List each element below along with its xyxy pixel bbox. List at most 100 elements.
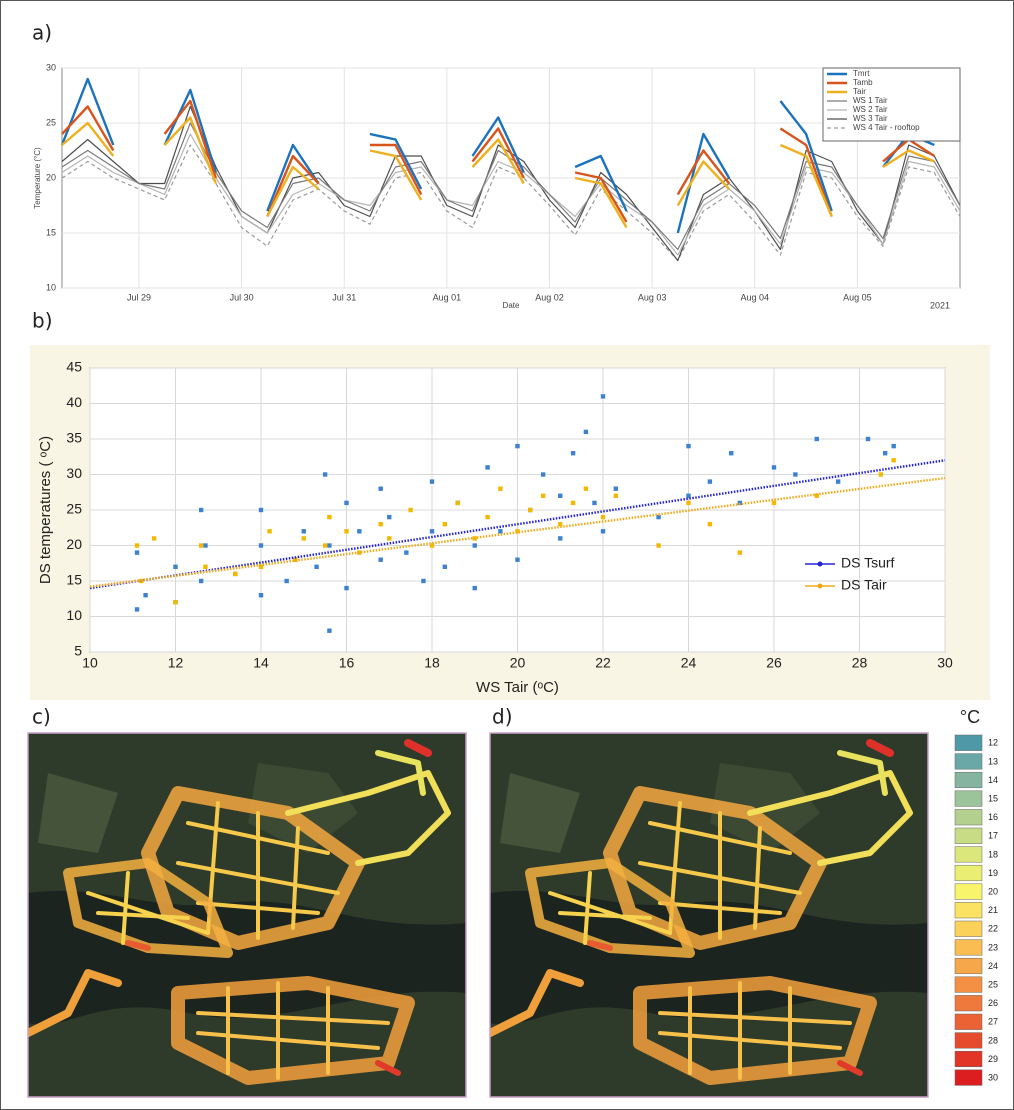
scatter-point [656,543,661,548]
scatter-point [203,564,208,569]
scatter-point [600,514,606,520]
colorbar-swatch [954,976,983,993]
colorbar-swatch [954,902,983,919]
x-tick-label: 28 [852,655,868,671]
x-tick-label: 22 [595,655,611,671]
scatter-point [540,472,546,477]
legend-box [822,67,961,142]
x-tick-label: 12 [168,655,184,671]
legend-label: WS 1 Tair [853,96,888,105]
x-tick-label: Aug 04 [740,292,769,302]
y-axis-title: Temperature (°C) [33,147,42,209]
scatter-point [600,394,606,399]
scatter-point [198,507,204,513]
x-axis-title: Date [503,301,520,310]
scatter-point [771,465,777,470]
scatter-point [408,507,413,513]
colorbar-swatch [954,809,983,826]
scatter-point [258,543,264,548]
scatter-point [498,486,503,491]
colorbar-swatch [954,1032,983,1049]
colorbar-label: 20 [988,886,998,896]
scatter-point [378,486,383,491]
scatter-point [421,578,426,584]
legend-label: Tair [853,87,866,96]
scatter-point [558,522,563,527]
scatter-point [835,479,841,484]
scatter-point [151,536,157,541]
y-axis-title: DS temperatures ( ᵒC) [37,436,54,584]
scatter-point [472,543,477,548]
scatter-point [793,472,798,477]
y-tick-label: 35 [66,430,82,446]
y-tick-label: 30 [66,465,82,481]
x-tick-label: 18 [424,655,440,671]
series-line [61,116,935,229]
scatter-point [583,486,589,491]
colorbar-label: 17 [988,831,998,841]
scatter-point [322,472,328,477]
scatter-point [558,536,563,541]
x-tick-label: Jul 31 [332,292,356,302]
scatter-point [528,507,533,513]
panel-label: c) [32,705,51,729]
colorbar-label: 28 [988,1035,998,1045]
colorbar-label: 18 [988,849,998,859]
panel-label: a) [32,21,52,45]
colorbar-label: 30 [988,1072,998,1082]
colorbar-label: 26 [988,998,998,1008]
scatter-point [258,564,264,569]
scatter-point [301,529,306,534]
scatter-point [143,593,148,598]
scatter-point [203,543,208,548]
y-tick-label: 15 [66,572,82,588]
scatter-point [429,543,435,548]
y-tick-label: 20 [66,536,82,552]
colorbar-swatch [954,790,983,807]
scatter-point [656,514,661,520]
legend-label: DS Tair [841,577,887,593]
map-c [27,732,467,1098]
colorbar-label: 25 [988,979,998,989]
legend-label: Tamb [853,78,873,87]
scatter-point [771,500,777,506]
x-tick-label: 10 [82,655,98,671]
scatter-point [878,472,884,477]
scatter-point [293,557,298,562]
x-tick-label: Aug 05 [843,292,872,302]
scatter-point [686,500,691,506]
legend-marker [817,561,823,567]
legend-marker [817,583,823,589]
map-d [489,732,929,1098]
colorbar-swatch [954,734,983,751]
scatter-point [707,522,713,527]
scatter-point [498,529,503,534]
scatter-point [592,500,597,506]
colorbar-swatch [954,939,983,956]
year-label: 2021 [930,300,950,310]
y-tick-label: 25 [66,501,82,517]
colorbar-label: 16 [988,812,998,822]
y-tick-label: 40 [66,394,82,410]
scatter-point [344,529,349,534]
scatter-point [570,451,576,456]
scatter-point [737,550,742,555]
colorbar-label: 23 [988,942,998,952]
scatter-point [173,600,178,605]
colorbar-swatch [954,827,983,844]
scatter-point [515,529,520,534]
y-tick-label: 15 [46,227,56,237]
colorbar-swatch [954,1069,983,1086]
legend-label: WS 2 Tair [853,105,888,114]
scatter-point [344,500,349,506]
panel-label: d) [492,705,513,729]
scatter-point [707,479,713,484]
colorbar-swatch [954,864,983,882]
y-tick-label: 10 [46,282,56,292]
scatter-point [327,514,332,520]
x-tick-label: 14 [253,655,269,671]
scatter-point [814,436,819,442]
scatter-point [134,543,140,548]
x-tick-label: 30 [937,655,953,671]
colorbar-label: 29 [988,1054,998,1064]
